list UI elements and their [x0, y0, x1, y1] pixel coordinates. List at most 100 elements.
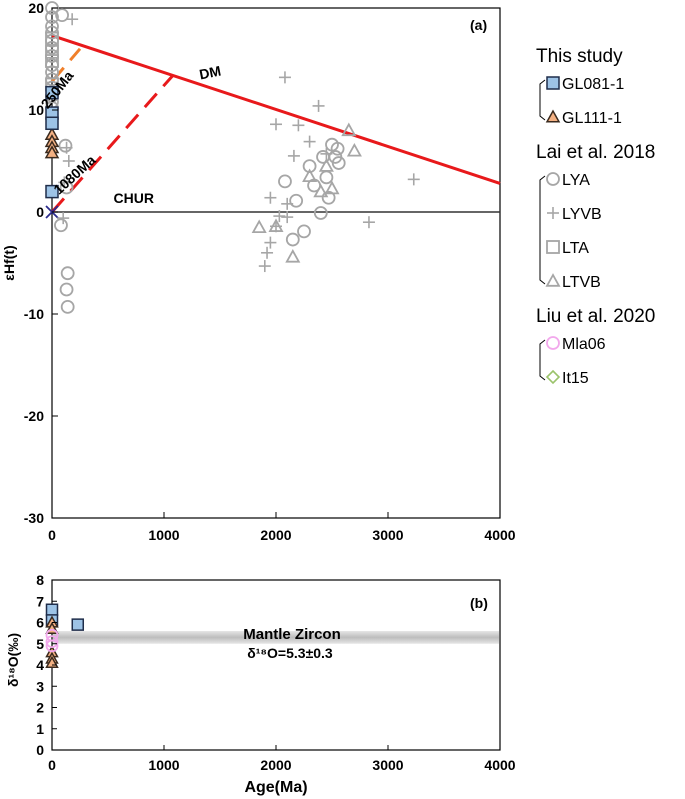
- legend-marker-lyvb: [547, 207, 559, 219]
- point-gl081-1: [45, 603, 59, 616]
- x-tick-label: 2000: [260, 527, 291, 543]
- x-tick-label: 4000: [484, 757, 515, 773]
- point-lyvb: [407, 173, 420, 186]
- point-lyvb: [264, 236, 277, 249]
- legend-marker-lya: [546, 172, 560, 186]
- x-tick-label: 2000: [260, 757, 291, 773]
- point-lya: [55, 8, 69, 23]
- point-lyvb: [320, 147, 333, 160]
- point-lya: [321, 190, 336, 205]
- panel-b-y-axis-label: δ¹⁸O(‰): [5, 633, 21, 687]
- point-lyvb: [281, 197, 294, 210]
- point-lya: [278, 174, 292, 189]
- y-tick-label: -30: [24, 510, 44, 526]
- point-ltvb: [341, 122, 357, 137]
- axis-ticks: -30 -20 -10 0 10 20 0 1000 2000 3000 4000: [24, 0, 516, 543]
- x-tick-label: 3000: [372, 527, 403, 543]
- y-tick-label: 6: [36, 615, 44, 631]
- point-lya: [331, 156, 346, 170]
- legend-item-lyvb: LYVB: [562, 206, 602, 223]
- panel-a-label: (a): [470, 17, 487, 33]
- panel-a-y-axis-label: εHf(t): [1, 245, 17, 280]
- point-lyvb: [273, 210, 286, 223]
- point-lyvb: [264, 191, 277, 204]
- point-gl081-1: [71, 618, 85, 631]
- panel-a-frame: [51, 7, 501, 519]
- point-ltvb: [346, 142, 362, 157]
- legend-marker-ltvb: [545, 273, 561, 287]
- point-lyvb: [281, 211, 294, 224]
- reference-line-dm: [51, 34, 501, 185]
- point-lya: [59, 282, 74, 297]
- point-lya: [319, 170, 334, 185]
- point-lya: [54, 218, 68, 233]
- mantle-zircon-band: Mantle Zircon δ¹⁸O=5.3±0.3: [53, 626, 499, 661]
- panel-b-label: (b): [470, 595, 488, 611]
- y-tick-label: 2: [36, 700, 44, 716]
- point-lyvb: [362, 216, 375, 229]
- legend-marker-gl081-1: [546, 76, 560, 90]
- point-lyvb: [270, 118, 282, 131]
- legend-item-ltvb: LTVB: [562, 274, 601, 291]
- point-lya: [58, 138, 73, 153]
- point-ltvb: [251, 219, 267, 234]
- legend-item-it15: It15: [562, 370, 589, 387]
- legend-item-mla06: Mla06: [562, 336, 606, 353]
- panel-b-x-axis-label: Age(Ma): [244, 779, 307, 796]
- y-tick-label: 1: [36, 721, 44, 737]
- y-tick-label: -20: [24, 408, 44, 424]
- y-tick-label: -10: [24, 306, 44, 322]
- point-lyvb: [258, 260, 271, 273]
- point-lyvb: [66, 13, 79, 26]
- data-points: [44, 1, 420, 314]
- x-tick-label: 4000: [484, 527, 515, 543]
- legend-marker-it15: [545, 369, 561, 385]
- point-lya: [285, 232, 300, 247]
- point-lyvb: [57, 212, 70, 225]
- point-mla06: [45, 635, 59, 649]
- point-lta: [45, 31, 59, 46]
- x-tick-label: 3000: [372, 757, 403, 773]
- point-ltvb: [318, 158, 334, 172]
- legend: This study GL081-1 GL111-1 Lai et al. 2018 L…: [536, 46, 655, 387]
- point-lyvb: [303, 135, 316, 148]
- x-tick-label: 1000: [148, 527, 179, 543]
- point-mla06: [45, 639, 59, 653]
- point-lya: [297, 224, 311, 239]
- panel-a: (a) εHf(t) -30 -20 -10 0 10 20 0 1000 2000 3000 40…: [1, 0, 516, 543]
- y-tick-label: 5: [36, 636, 44, 652]
- legend-heading: This study: [536, 46, 623, 67]
- band-label: Mantle Zircon: [243, 626, 341, 643]
- point-gl081-1: [45, 184, 59, 199]
- point-lya: [313, 206, 328, 220]
- legend-item-lya: LYA: [562, 172, 590, 189]
- point-lyvb: [287, 149, 300, 162]
- y-tick-label: 20: [28, 0, 44, 16]
- panel-b-frame: [51, 579, 501, 751]
- point-ltvb: [302, 168, 318, 183]
- point-lyvb: [62, 155, 75, 167]
- legend-bracket: [539, 339, 546, 381]
- axis-ticks: 0 1 2 3 4 5 6 7 8 0 1000 2000 3000 4000: [36, 572, 516, 773]
- point-lya: [59, 180, 74, 195]
- annotation-dm: DM: [198, 63, 222, 83]
- x-tick-label: 0: [48, 757, 56, 773]
- point-gl081-1: [45, 116, 59, 131]
- point-lya: [60, 299, 75, 314]
- legend-bracket: [539, 79, 546, 121]
- band-sublabel: δ¹⁸O=5.3±0.3: [247, 645, 333, 661]
- point-lya: [289, 193, 304, 208]
- point-lyvb: [60, 141, 73, 154]
- point-lyvb: [292, 119, 305, 132]
- point-lya: [45, 10, 59, 25]
- data-points: [45, 603, 85, 669]
- point-lyvb: [312, 99, 325, 112]
- y-tick-label: 7: [36, 593, 44, 609]
- legend-bracket: [539, 175, 546, 285]
- point-ltvb: [285, 249, 301, 263]
- legend-heading: Lai et al. 2018: [536, 142, 655, 163]
- y-tick-label: 3: [36, 678, 44, 694]
- annotation-1080ma: 1080Ma: [50, 152, 98, 198]
- band-fill: [53, 631, 499, 644]
